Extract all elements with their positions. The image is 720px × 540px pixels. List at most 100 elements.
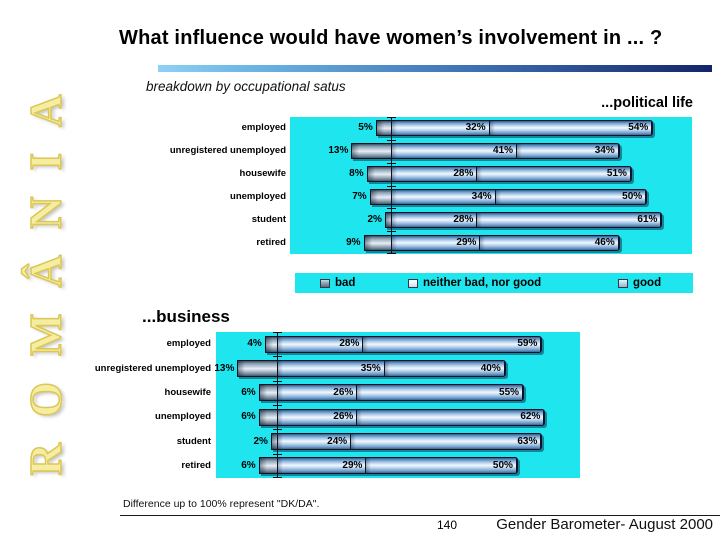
legend-swatch-good-icon (618, 278, 628, 288)
value-label-good: 51% (606, 168, 627, 180)
value-label-good: 46% (594, 236, 615, 248)
value-label-neither: 34% (471, 190, 492, 202)
bar-row (375, 120, 654, 137)
bar-segment-neither (276, 458, 366, 474)
bar-segment-bad (238, 361, 277, 376)
value-label-good: 63% (517, 435, 538, 447)
legend-item-bad: bad (320, 273, 355, 293)
bar-segment-good (476, 167, 630, 182)
value-label-neither: 29% (342, 459, 363, 471)
legend-swatch-bad-icon (320, 278, 330, 288)
bar-row (237, 360, 506, 377)
value-label-neither: 29% (456, 236, 477, 248)
bar-row (351, 143, 620, 160)
value-label-neither: 26% (333, 411, 354, 423)
bar-segment-good (488, 121, 652, 136)
bar-segment-bad (364, 235, 391, 250)
bar-segment-bad (265, 336, 277, 352)
bar-row (384, 211, 663, 228)
bar-segment-good (356, 409, 544, 425)
bar-segment-bad (352, 144, 391, 159)
bar-segment-neither (276, 409, 357, 425)
legend-label-bad: bad (335, 277, 356, 289)
value-label-neither: 24% (327, 435, 348, 447)
category-label: housewife (239, 168, 286, 180)
bar-row (258, 384, 525, 402)
bar-segment-good (362, 336, 541, 352)
bar-segment-neither (390, 189, 495, 204)
legend-item-neither: neither bad, nor good (408, 273, 541, 293)
value-label-neither: 35% (360, 362, 381, 374)
bar-segment-neither (390, 167, 477, 182)
axis-tick (387, 208, 396, 209)
bar-row (264, 335, 543, 353)
bar-row (258, 457, 518, 475)
axis-tick (273, 405, 282, 406)
category-label: student (176, 435, 211, 447)
plot-area: 5% 32% 54% 13% 41% 34% 8% 28% 51% 7% 34% 50% 2% 28% 61… (290, 117, 692, 254)
category-label: employed (241, 122, 286, 134)
value-label-bad: 6% (241, 386, 256, 398)
category-label: retired (256, 236, 286, 248)
page-number: 140 (437, 518, 458, 532)
bar-segment-good (479, 235, 618, 250)
bar-row (258, 408, 546, 426)
bar-segment-bad (259, 385, 277, 401)
legend-label-good: good (633, 277, 662, 289)
bar-segment-good (383, 361, 504, 376)
bar-segment-bad (367, 167, 391, 182)
axis-tick (273, 381, 282, 382)
value-label-bad: 6% (241, 411, 256, 423)
slide-title: What influence would have women’s involv… (119, 27, 663, 49)
bar-segment-good (356, 385, 523, 401)
bar-segment-neither (276, 361, 384, 376)
category-label: unregistered unemployed (169, 145, 286, 157)
axis-tick (273, 429, 282, 430)
value-label-bad: 2% (367, 213, 382, 225)
value-label-bad: 13% (214, 362, 235, 374)
footer-source-label: Gender Barometer- August 2000 (496, 516, 713, 533)
plot-area: 4% 28% 59% 13% 35% 40% 6% 26% 55% 6% 26% 62% 2% 24% 63… (214, 332, 580, 478)
bar-segment-neither (276, 336, 363, 352)
value-label-good: 62% (520, 411, 541, 423)
value-label-neither: 28% (339, 338, 360, 350)
bar-segment-neither (391, 121, 489, 136)
slide-subtitle: breakdown by occupational satus (146, 79, 346, 94)
value-label-neither: 28% (453, 213, 474, 225)
value-label-bad: 5% (358, 122, 373, 134)
bar-segment-good (365, 458, 516, 474)
axis-tick (387, 186, 396, 187)
bar-segment-good (476, 212, 661, 227)
value-label-bad: 9% (346, 236, 361, 248)
value-label-good: 59% (517, 338, 538, 350)
bar-row (366, 166, 632, 183)
chart-title-business: ...business (142, 307, 230, 326)
category-label: retired (181, 459, 211, 471)
category-label: student (251, 213, 286, 225)
bar-segment-neither (276, 434, 351, 449)
header-divider-bar (158, 65, 712, 72)
axis-tick (387, 117, 396, 118)
category-label: employed (166, 338, 211, 350)
legend-item-good: good (618, 273, 661, 293)
value-label-bad: 13% (328, 145, 349, 157)
chart-title-political-life: ...political life (601, 95, 693, 111)
value-label-neither: 41% (493, 145, 514, 157)
bar-row (363, 234, 620, 251)
legend-swatch-neither-icon (408, 278, 418, 288)
legend-label-neither: neither bad, nor good (423, 277, 542, 289)
category-axis (391, 117, 392, 254)
axis-tick (273, 477, 282, 478)
bar-row (270, 433, 543, 450)
category-label: housewife (164, 386, 211, 398)
axis-tick (387, 231, 396, 232)
value-label-bad: 6% (241, 459, 256, 471)
bar-segment-good (494, 189, 646, 204)
value-label-bad: 4% (247, 338, 262, 350)
value-label-bad: 8% (349, 168, 364, 180)
bar-segment-bad (259, 409, 277, 425)
bar-row (369, 188, 648, 205)
value-label-neither: 32% (465, 122, 486, 134)
value-label-neither: 28% (453, 168, 474, 180)
